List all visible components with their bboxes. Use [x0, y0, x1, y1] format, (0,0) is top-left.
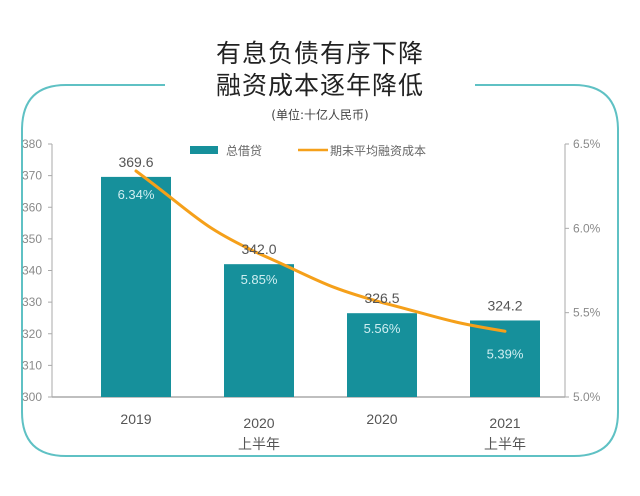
chart-title-line1: 有息负债有序下降 [215, 39, 424, 68]
unit-note: (单位:十亿人民币) [271, 108, 369, 122]
left-tick-label: 380 [22, 137, 42, 151]
bar-value-label: 324.2 [487, 297, 522, 313]
bar-series [101, 176, 540, 397]
left-tick-label: 360 [22, 200, 42, 214]
chart-title-line2: 融资成本逐年降低 [215, 71, 424, 100]
category-label: 2021 [489, 415, 520, 431]
right-tick-label: 6.0% [573, 221, 601, 235]
frame-border-left [21, 84, 320, 457]
category-sublabel: 上半年 [238, 436, 280, 452]
line-value-label: 5.85% [241, 272, 278, 287]
category-sublabel: 上半年 [484, 436, 526, 452]
left-tick-label: 300 [22, 390, 42, 404]
legend-swatch-bar [190, 146, 218, 154]
x-axis-labels: 2019 2020 上半年 2020 2021 上半年 [120, 411, 526, 452]
left-tick-label: 330 [22, 295, 42, 309]
right-y-axis: 5.0% 5.5% 6.0% 6.5% [564, 137, 601, 404]
legend-label-line: 期末平均融资成本 [330, 144, 426, 158]
bar [470, 320, 540, 397]
bar [224, 264, 294, 397]
right-tick-label: 6.5% [573, 137, 601, 151]
category-label: 2019 [120, 411, 151, 427]
data-labels: 369.6 342.0 326.5 324.2 6.34% 5.85% 5.56% 5.39% [118, 154, 524, 362]
line-path [134, 169, 507, 333]
bar-value-label: 342.0 [241, 241, 276, 257]
right-tick-label: 5.0% [573, 390, 601, 404]
category-label: 2020 [366, 411, 397, 427]
legend-label-bar: 总借贷 [226, 144, 262, 158]
frame-border-right [320, 84, 619, 457]
left-tick-label: 340 [22, 264, 42, 278]
bar [101, 176, 171, 397]
line-series [134, 169, 507, 333]
bar-value-label: 326.5 [364, 290, 399, 306]
left-tick-label: 350 [22, 232, 42, 246]
line-value-label: 5.56% [364, 321, 401, 336]
left-tick-label: 320 [22, 327, 42, 341]
line-value-label: 5.39% [487, 346, 524, 361]
bar [347, 313, 417, 397]
line-value-label: 6.34% [118, 187, 155, 202]
category-label: 2020 [243, 415, 274, 431]
bar-value-label: 369.6 [118, 154, 153, 170]
legend: 总借贷 期末平均融资成本 [190, 144, 426, 158]
left-y-axis: 300 310 320 330 340 350 360 370 380 [22, 137, 565, 404]
left-tick-label: 310 [22, 358, 42, 372]
left-tick-label: 370 [22, 169, 42, 183]
right-tick-label: 5.5% [573, 306, 601, 320]
